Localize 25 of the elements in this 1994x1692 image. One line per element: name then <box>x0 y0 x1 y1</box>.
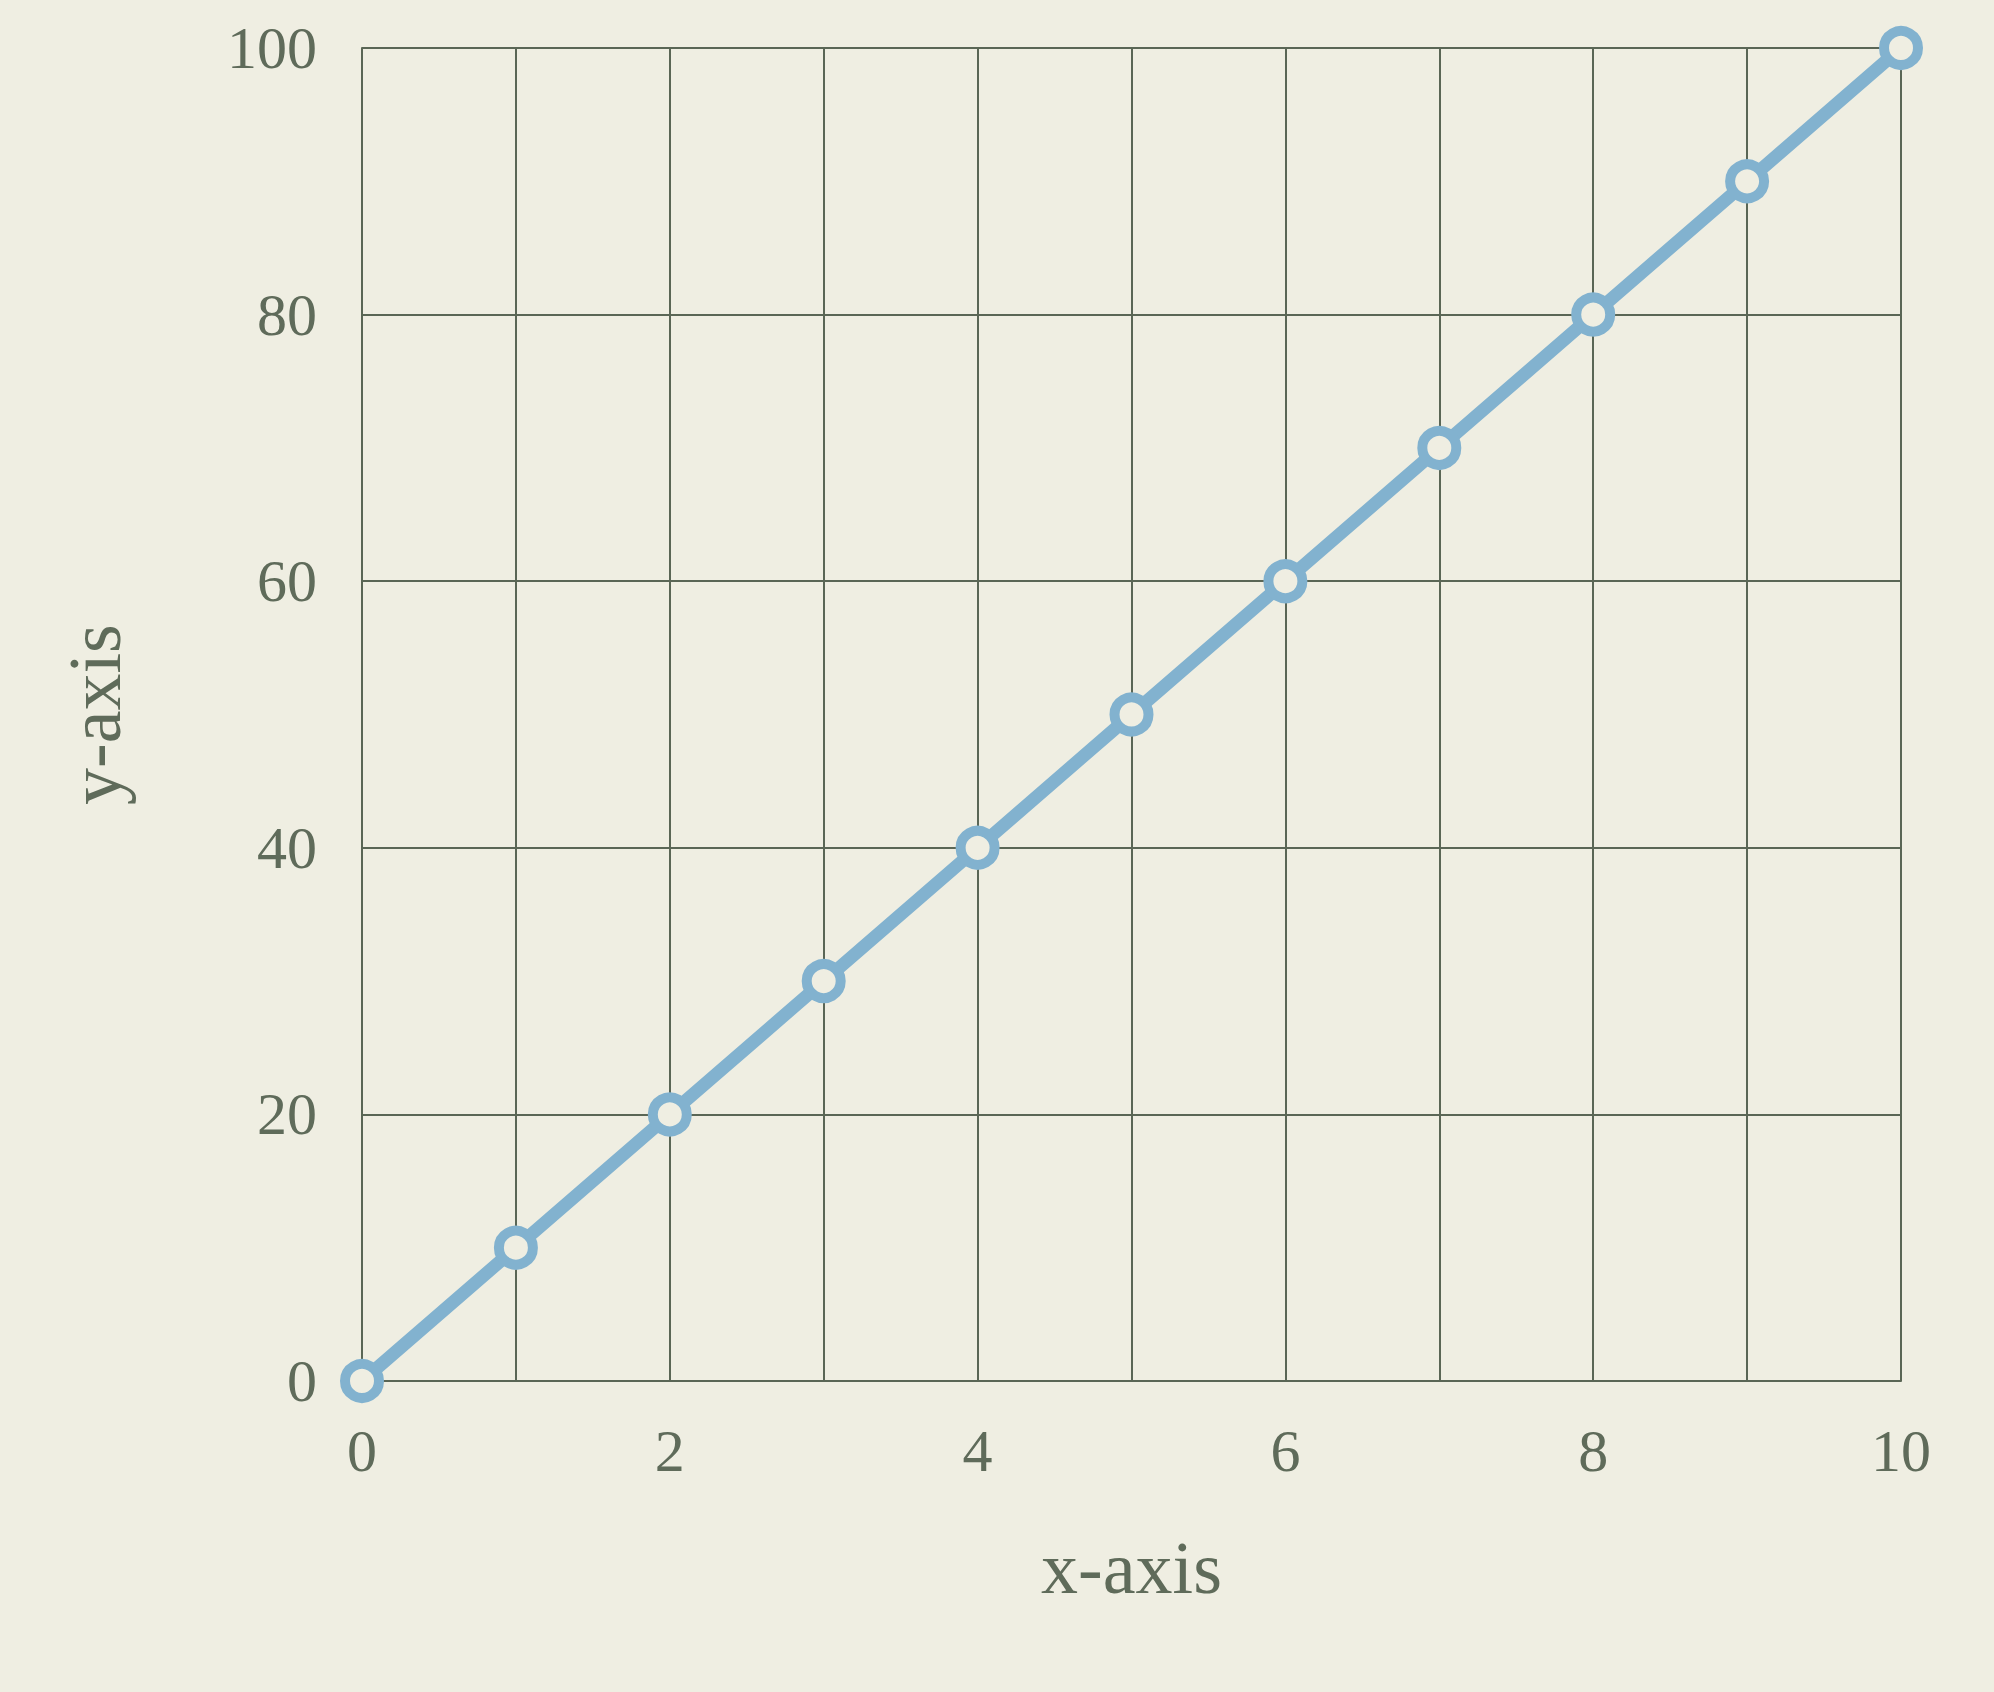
point <box>647 1092 692 1137</box>
point <box>1725 159 1770 204</box>
y-tick-label: 100 <box>227 15 317 81</box>
x-tick-label: 2 <box>654 1418 685 1484</box>
point <box>1263 559 1308 604</box>
point <box>1417 425 1462 470</box>
y-axis-title: y-axis <box>54 624 136 805</box>
y-tick-label: 40 <box>257 814 317 881</box>
x-tick-label: 8 <box>1578 1418 1609 1484</box>
x-tick-label: 4 <box>962 1418 993 1484</box>
y-tick-label: 80 <box>257 281 317 348</box>
x-tick-label: 0 <box>347 1418 377 1484</box>
point <box>1879 26 1923 70</box>
y-tick-label: 60 <box>257 548 317 615</box>
point <box>1571 292 1616 337</box>
x-tick-label: 6 <box>1270 1418 1301 1484</box>
point <box>1109 692 1154 737</box>
x-tick-label: 10 <box>1871 1418 1931 1484</box>
point <box>340 1359 384 1403</box>
x-axis-title: x-axis <box>1041 1527 1222 1609</box>
point <box>493 1225 538 1270</box>
point <box>955 825 1000 870</box>
y-tick-label: 20 <box>257 1081 317 1148</box>
y-tick-label: 0 <box>287 1348 317 1414</box>
point <box>801 959 846 1004</box>
